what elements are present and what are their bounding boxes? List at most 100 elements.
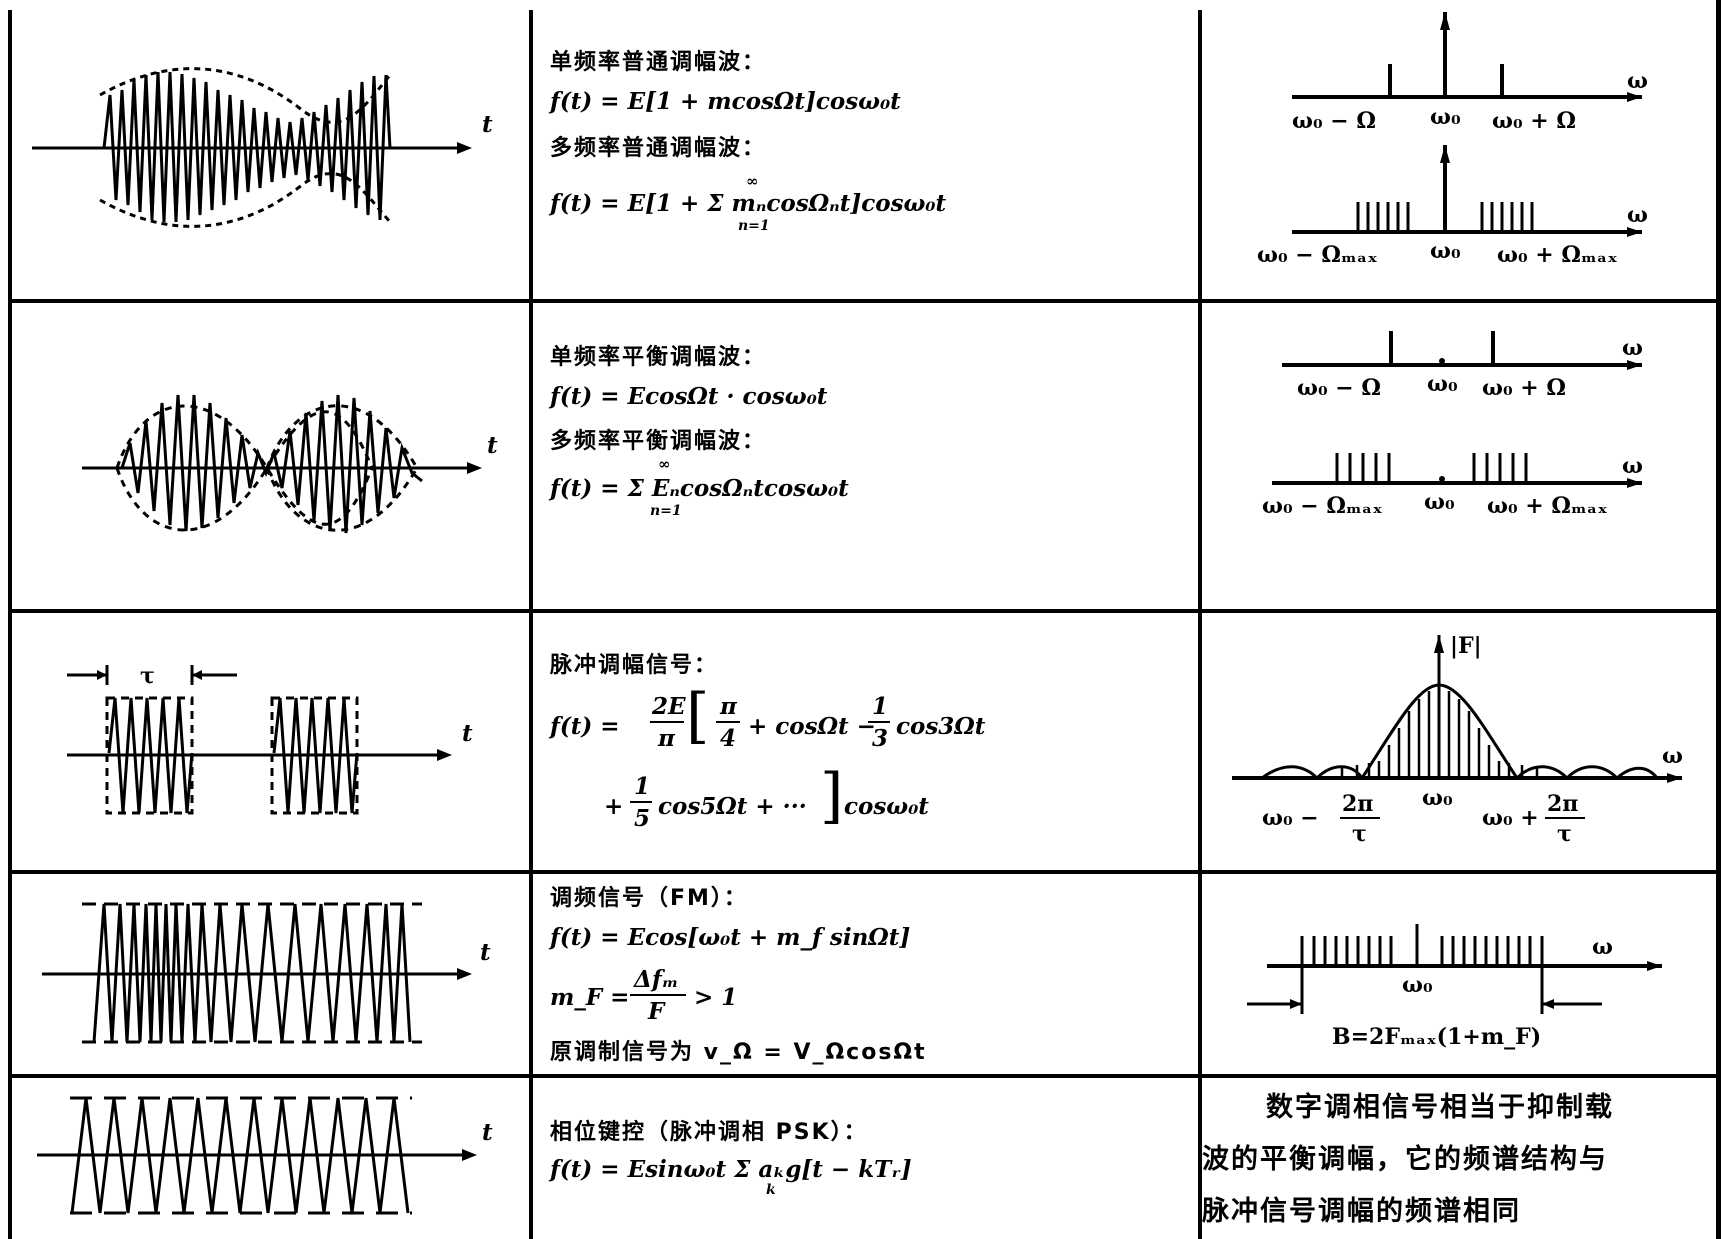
column-divider-1 bbox=[529, 10, 533, 1239]
formula-fm: f(t) = Ecos[ω₀t + m_f sinΩt] bbox=[550, 924, 911, 951]
pulse-am-waveform: τ t bbox=[12, 613, 532, 870]
formula-label-pulse-am: 脉冲调幅信号： bbox=[550, 653, 719, 678]
frac-bar bbox=[630, 801, 652, 803]
frac-2e-num: 2E bbox=[652, 693, 686, 720]
formula-label-multi-am: 多频率普通调幅波： bbox=[550, 136, 767, 161]
sum-upper-limit: ∞ bbox=[746, 172, 759, 190]
sum-lower-index: k bbox=[766, 1182, 776, 1198]
time-axis-label: t bbox=[482, 1119, 493, 1146]
pulse-am-waveform-svg: τ t bbox=[67, 663, 473, 815]
frac-right-num: 2π bbox=[1547, 791, 1578, 817]
dsb-waveform: t bbox=[12, 303, 532, 609]
omega-label-2: ω bbox=[1627, 202, 1648, 228]
formula-label-psk: 相位键控（脉冲调相 PSK）： bbox=[550, 1120, 868, 1145]
row-fm: t 调频信号（FM）： f(t) = Ecos[ω₀t + m_f sinΩt]… bbox=[0, 874, 1721, 1074]
bandwidth-formula: B=2Fₘₐₓ(1+m_F) bbox=[1332, 1024, 1541, 1050]
fm-spectrum-svg: ω ω₀ B=2Fₘₐₓ(1+m_F) bbox=[1247, 924, 1662, 1050]
frac-1-5-den: 5 bbox=[634, 805, 651, 832]
row-divider-3 bbox=[12, 870, 1721, 874]
spec-center-label: ω₀ bbox=[1402, 972, 1433, 998]
cos-omega-t-term: + cosΩt − bbox=[748, 713, 876, 740]
formula-multi-am: f(t) = E[1 + Σ mₙcosΩₙt]cosω₀t bbox=[550, 190, 947, 217]
frac-left-den: τ bbox=[1352, 821, 1367, 847]
formula-label-single-dsb: 单频率平衡调幅波： bbox=[550, 345, 767, 370]
psk-waveform: t bbox=[12, 1078, 532, 1239]
fm-spectrum: ω ω₀ B=2Fₘₐₓ(1+m_F) bbox=[1202, 874, 1721, 1074]
right-bracket: ] bbox=[820, 761, 844, 831]
spec2-left-label: ω₀ − Ωₘₐₓ bbox=[1257, 242, 1378, 268]
row-am-standard: t 单频率普通调幅波： f(t) = E[1 + mcosΩt]cosω₀t 多… bbox=[0, 0, 1721, 299]
spec-center-label: ω₀ bbox=[1422, 785, 1453, 811]
am-waveform-svg: t bbox=[32, 67, 493, 228]
carrier-term: cosω₀t bbox=[844, 793, 929, 820]
omega-label-1: ω bbox=[1622, 335, 1643, 361]
left-bracket: [ bbox=[686, 681, 710, 751]
pulse-am-formulas: 脉冲调幅信号： f(t) = 2E π [ π 4 + cosΩt − 1 3 … bbox=[534, 613, 1200, 870]
dsb-spectrum-svg: ω ω₀ − Ω ω₀ ω₀ + Ω ω ω₀ − Ωₘₐₓ ω₀ ω₀ + Ω… bbox=[1262, 331, 1643, 519]
spec2-right-label: ω₀ + Ωₘₐₓ bbox=[1497, 242, 1618, 268]
original-signal-formula: 原调制信号为 v_Ω = V_ΩcosΩt bbox=[550, 1040, 927, 1065]
frac-pi-num: π bbox=[720, 693, 737, 720]
fm-formulas: 调频信号（FM）： f(t) = Ecos[ω₀t + m_f sinΩt] m… bbox=[534, 874, 1200, 1074]
psk-description: 数字调相信号相当于抑制载 波的平衡调幅，它的频谱结构与 脉冲信号调幅的频谱相同 bbox=[1202, 1078, 1721, 1239]
formula-single-am: f(t) = E[1 + mcosΩt]cosω₀t bbox=[550, 88, 901, 115]
formula-single-dsb: f(t) = EcosΩt · cosω₀t bbox=[550, 383, 828, 410]
row-divider-2 bbox=[12, 609, 1721, 613]
sum-lower-limit: n=1 bbox=[650, 503, 682, 519]
time-axis-label: t bbox=[487, 432, 498, 459]
time-axis-label: t bbox=[480, 939, 491, 966]
cos5-term: cos5Ωt + ··· bbox=[658, 793, 807, 820]
row-divider-4 bbox=[12, 1074, 1721, 1078]
column-divider-2 bbox=[1198, 10, 1202, 1239]
row-am-balanced: t 单频率平衡调幅波： f(t) = EcosΩt · cosω₀t 多频率平衡… bbox=[0, 303, 1721, 609]
frac-1-5-num: 1 bbox=[634, 773, 651, 800]
sum-lower-limit: n=1 bbox=[738, 218, 770, 234]
frac-2e-den: π bbox=[658, 725, 675, 752]
formula-multi-dsb: f(t) = Σ EₙcosΩₙtcosω₀t bbox=[550, 475, 849, 502]
row-psk: t 相位键控（脉冲调相 PSK）： f(t) = Esinω₀t Σ aₖg[t… bbox=[0, 1078, 1721, 1239]
mf-frac-den: F bbox=[648, 998, 665, 1025]
dsb-formulas: 单频率平衡调幅波： f(t) = EcosΩt · cosω₀t 多频率平衡调幅… bbox=[534, 303, 1200, 609]
spec1-left-label: ω₀ − Ω bbox=[1297, 375, 1381, 401]
description-line-1: 数字调相信号相当于抑制载 bbox=[1266, 1092, 1614, 1123]
spec1-left-label: ω₀ − Ω bbox=[1292, 108, 1376, 134]
spec1-right-label: ω₀ + Ω bbox=[1482, 375, 1566, 401]
formula-psk: f(t) = Esinω₀t Σ aₖg[t − kTᵣ] bbox=[550, 1156, 912, 1183]
frac-right-den: τ bbox=[1557, 821, 1572, 847]
frac-bar bbox=[630, 994, 686, 996]
am-formulas: 单频率普通调幅波： f(t) = E[1 + mcosΩt]cosω₀t 多频率… bbox=[534, 0, 1200, 299]
spec2-right-label: ω₀ + Ωₘₐₓ bbox=[1487, 493, 1608, 519]
frac-bar bbox=[868, 721, 890, 723]
description-line-3: 脉冲信号调幅的频谱相同 bbox=[1202, 1196, 1521, 1227]
spec2-center-label: ω₀ bbox=[1430, 238, 1461, 264]
am-spectrum: ω ω₀ − Ω ω₀ ω₀ + Ω ω ω₀ − Ωₘₐₓ ω₀ ω₀ + Ω… bbox=[1202, 0, 1721, 299]
am-spectrum-svg: ω ω₀ − Ω ω₀ ω₀ + Ω ω ω₀ − Ωₘₐₓ ω₀ ω₀ + Ω… bbox=[1257, 12, 1648, 268]
spec2-center-label: ω₀ bbox=[1424, 489, 1455, 515]
frac-bar bbox=[650, 721, 684, 723]
pulse-width-tau: τ bbox=[140, 663, 155, 689]
formula-label-single-am: 单频率普通调幅波： bbox=[550, 50, 767, 75]
time-axis-label: t bbox=[482, 111, 493, 138]
spec1-center-label: ω₀ bbox=[1427, 371, 1458, 397]
mf-lhs: m_F = bbox=[550, 984, 630, 1011]
fm-waveform: t bbox=[12, 874, 532, 1074]
fm-waveform-svg: t bbox=[42, 902, 491, 1044]
magnitude-label: |F| bbox=[1450, 633, 1482, 659]
mf-inequality: > 1 bbox=[694, 984, 738, 1011]
frac-1-3-num: 1 bbox=[872, 693, 889, 720]
frac-1-3-den: 3 bbox=[872, 725, 889, 752]
row-divider-1 bbox=[12, 299, 1721, 303]
spec1-center-label: ω₀ bbox=[1430, 104, 1461, 130]
formula-lhs: f(t) = bbox=[550, 713, 620, 740]
table-left-border bbox=[8, 10, 12, 1239]
cos3-term: cos3Ωt bbox=[896, 713, 986, 740]
pulse-am-spectrum-svg: |F| ω ω₀ ω₀ − 2π τ ω₀ + 2π τ bbox=[1232, 633, 1683, 847]
formula-label-multi-dsb: 多频率平衡调幅波： bbox=[550, 429, 767, 454]
frac-pi-den: 4 bbox=[720, 725, 737, 752]
spec1-right-label: ω₀ + Ω bbox=[1492, 108, 1576, 134]
psk-formulas: 相位键控（脉冲调相 PSK）： f(t) = Esinω₀t Σ aₖg[t −… bbox=[534, 1078, 1200, 1239]
time-axis-label: t bbox=[462, 720, 473, 747]
dsb-waveform-svg: t bbox=[82, 394, 498, 534]
am-waveform: t bbox=[12, 0, 532, 299]
